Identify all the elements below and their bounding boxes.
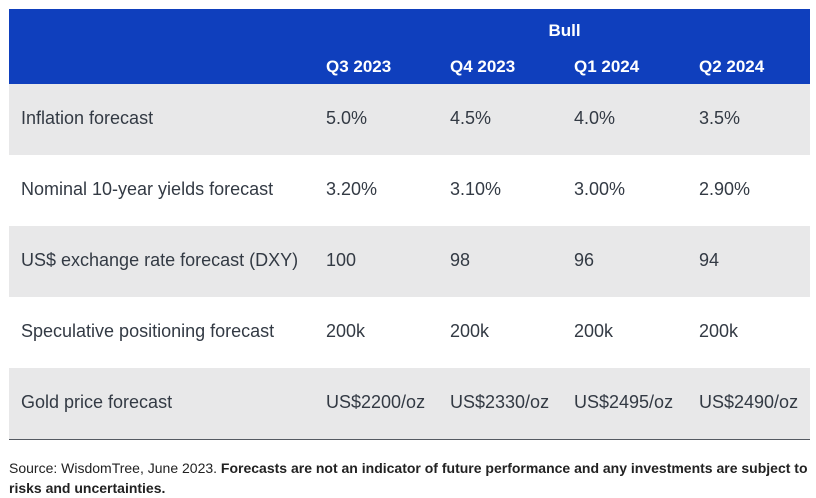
table-cell: US$2200/oz <box>326 392 426 412</box>
column-header-q4-2023: Q4 2023 <box>450 57 516 76</box>
table-cell: 3.5% <box>699 108 741 128</box>
source-text: Source: WisdomTree, June 2023. <box>9 460 221 476</box>
table-cell: 200k <box>574 321 614 341</box>
table-cell: 200k <box>699 321 739 341</box>
table-cell: 4.5% <box>450 108 492 128</box>
table-cell: US$2495/oz <box>574 392 674 412</box>
row-label: Gold price forecast <box>21 392 173 412</box>
table-cell: 94 <box>699 250 720 270</box>
table-cell: 98 <box>450 250 471 270</box>
table-cell: 4.0% <box>574 108 616 128</box>
table-header: Bull Q3 2023 Q4 2023 Q1 2024 Q2 2024 <box>9 9 810 84</box>
table-cell: US$2330/oz <box>450 392 550 412</box>
table-row: Speculative positioning forecast 200k 20… <box>9 297 810 368</box>
column-header-q3-2023: Q3 2023 <box>326 57 392 76</box>
table-cell: 3.20% <box>326 179 378 199</box>
forecast-table: Bull Q3 2023 Q4 2023 Q1 2024 Q2 2024 Inf… <box>9 9 810 440</box>
table-cell: 100 <box>326 250 357 270</box>
row-label: Nominal 10-year yields forecast <box>21 179 274 199</box>
table-row: US$ exchange rate forecast (DXY) 100 98 … <box>9 226 810 297</box>
row-label: Speculative positioning forecast <box>21 321 275 341</box>
table-cell: 96 <box>574 250 595 270</box>
table-cell: US$2490/oz <box>699 392 799 412</box>
table-bottom-rule <box>9 439 810 440</box>
table-cell: 5.0% <box>326 108 368 128</box>
table-cell: 3.00% <box>574 179 626 199</box>
row-label: Inflation forecast <box>21 108 154 128</box>
table-cell: 3.10% <box>450 179 502 199</box>
table-row: Nominal 10-year yields forecast 3.20% 3.… <box>9 155 810 226</box>
table-cell: 2.90% <box>699 179 751 199</box>
column-header-q2-2024: Q2 2024 <box>699 57 765 76</box>
column-header-q1-2024: Q1 2024 <box>574 57 640 76</box>
table-cell: 200k <box>450 321 490 341</box>
row-label: US$ exchange rate forecast (DXY) <box>21 250 299 270</box>
table-cell: 200k <box>326 321 366 341</box>
source-note: Source: WisdomTree, June 2023. Forecasts… <box>9 458 809 498</box>
table-row: Gold price forecast US$2200/oz US$2330/o… <box>9 368 810 439</box>
table-row: Inflation forecast 5.0% 4.5% 4.0% 3.5% <box>9 84 810 155</box>
scenario-title: Bull <box>548 21 581 40</box>
disclaimer-text: Forecasts are not an indicator of future… <box>9 460 808 496</box>
